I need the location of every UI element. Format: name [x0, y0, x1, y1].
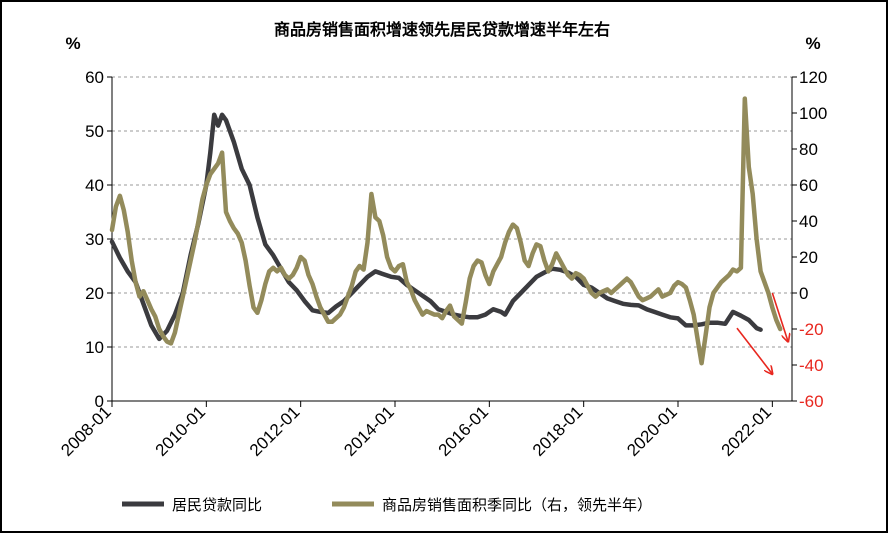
axes-layer: 0 10 20 30 40 50 60 -60 -40 -20 0 20 40 60 80 100 120 200…: [57, 68, 827, 460]
right-tick-label: 0: [799, 284, 808, 303]
right-tick-label: 40: [799, 212, 818, 231]
left-tick-label: 60: [85, 68, 104, 87]
left-tick-label: 20: [85, 284, 104, 303]
grid-layer: [112, 76, 792, 348]
series-layer: [109, 96, 783, 366]
trend-arrow-2: [771, 292, 788, 342]
left-tick-label: 10: [85, 338, 104, 357]
x-tick-label: 2018-01: [529, 402, 587, 460]
x-tick-label: 2022-01: [718, 402, 776, 460]
series-line-resident-loans: [109, 112, 763, 342]
left-axis-unit: %: [65, 34, 80, 53]
left-tick-label: 50: [85, 122, 104, 141]
legend-label-housing-sales: 商品房销售面积季同比（右，领先半年）: [382, 496, 652, 514]
right-tick-label: -60: [799, 392, 824, 411]
right-tick-label: 20: [799, 248, 818, 267]
annotation-layer: [736, 292, 788, 374]
right-tick-label: 100: [799, 104, 827, 123]
right-axis-unit: %: [805, 34, 820, 53]
x-tick-label: 2008-01: [57, 402, 115, 460]
right-tick-label: -20: [799, 320, 824, 339]
chart-title: 商品房销售面积增速领先居民贷款增速半年左右: [274, 20, 610, 39]
trend-arrow-1: [736, 327, 772, 374]
x-tick-label: 2010-01: [152, 402, 210, 460]
left-tick-label: 30: [85, 230, 104, 249]
right-tick-label: 80: [799, 140, 818, 159]
x-tick-label: 2012-01: [246, 402, 304, 460]
legend-label-resident-loans: 居民贷款同比: [172, 496, 262, 514]
x-tick-label: 2014-01: [340, 402, 398, 460]
legend: 居民贷款同比 商品房销售面积季同比（右，领先半年）: [122, 496, 652, 514]
right-tick-label: 120: [799, 68, 827, 87]
left-tick-label: 0: [95, 392, 104, 411]
x-tick-label: 2016-01: [435, 402, 493, 460]
left-tick-label: 40: [85, 176, 104, 195]
right-tick-label: -40: [799, 356, 824, 375]
right-tick-label: 60: [799, 176, 818, 195]
series-line-housing-sales: [109, 96, 783, 366]
x-tick-label: 2020-01: [623, 402, 681, 460]
